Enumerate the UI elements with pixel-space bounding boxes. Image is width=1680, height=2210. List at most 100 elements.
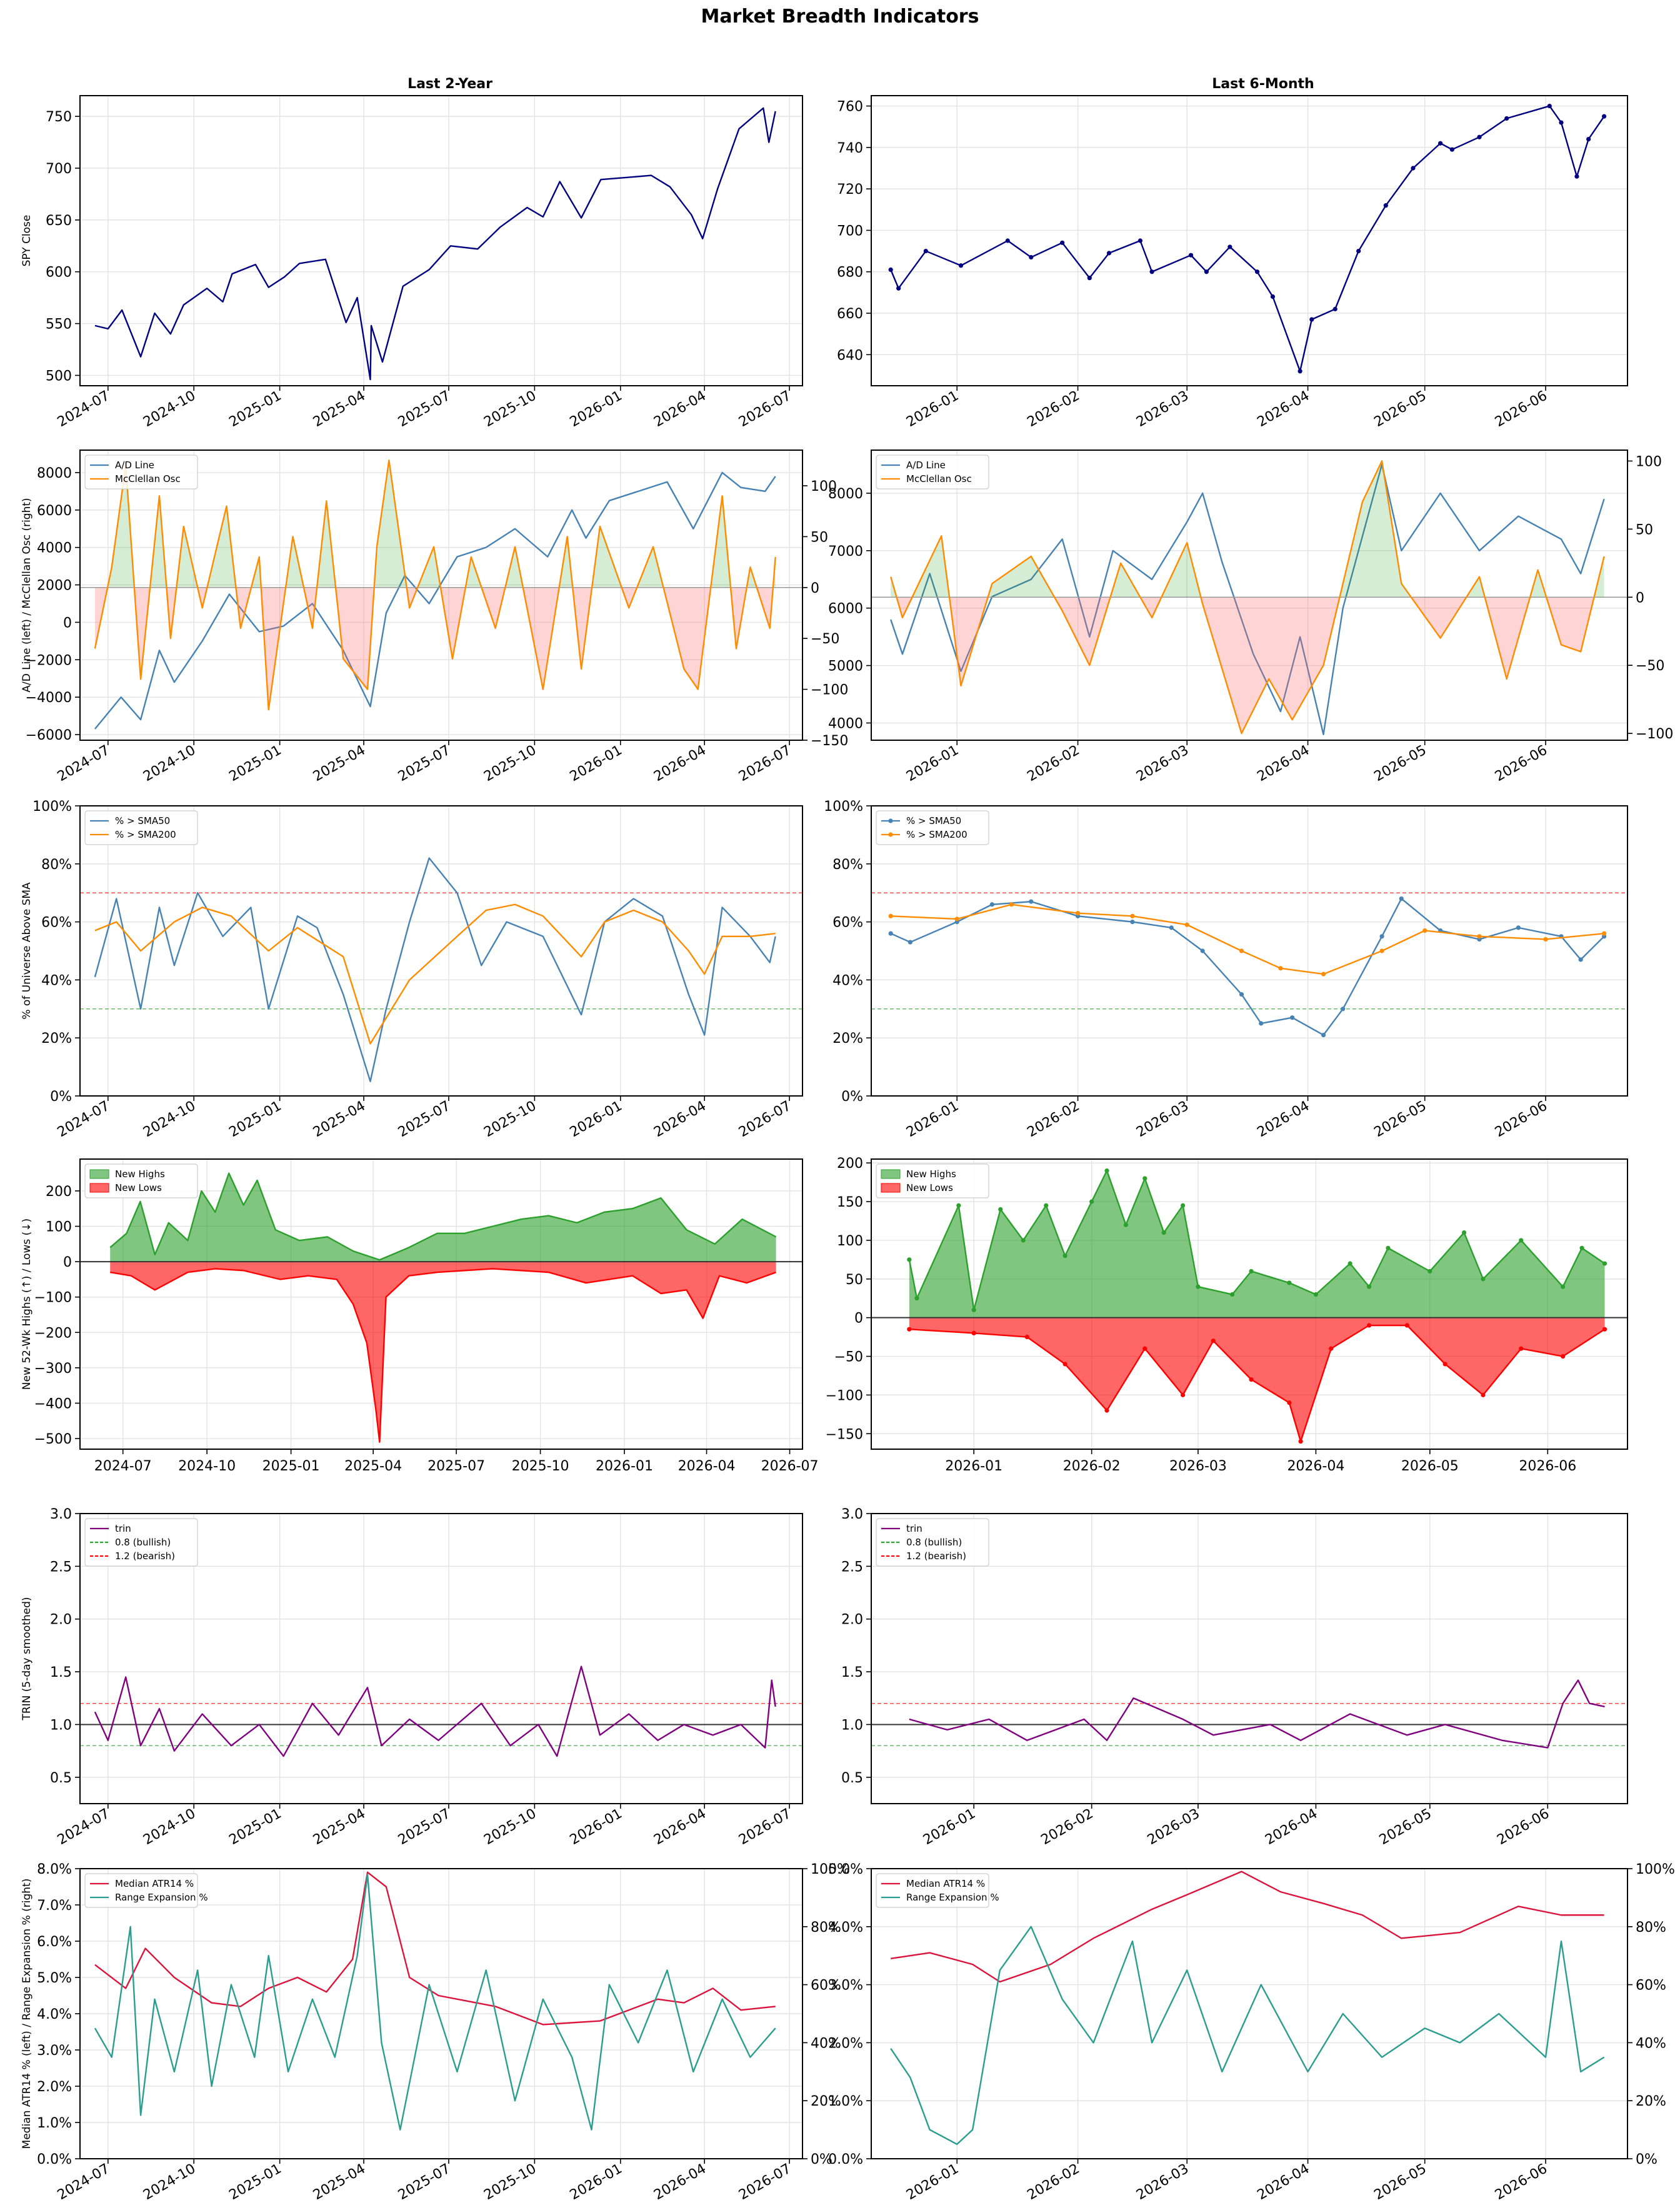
point-spy (1254, 269, 1260, 274)
point-sma50 (1379, 934, 1384, 939)
legend-entry: McClellan Osc (115, 473, 181, 485)
y2-tick-label: 0% (1636, 2152, 1658, 2167)
series-line-trin (909, 1679, 1605, 1749)
y-tick-label: 2.0 (50, 1612, 72, 1628)
point-spy (1438, 141, 1443, 146)
legend-entry: Range Expansion % (906, 1892, 999, 1903)
point-spy (1005, 238, 1010, 243)
y2-tick-label: 60% (1636, 1978, 1666, 1994)
point-sma50 (1290, 1015, 1295, 1020)
point-spy (1204, 269, 1209, 274)
y-tick-label: 1.0% (828, 2094, 863, 2109)
series-group (907, 1168, 1608, 1444)
y-axis-label: A/D Line (left) / McClellan Osc (right) (21, 498, 33, 692)
point-spy (1559, 120, 1564, 125)
series-line-sma50 (94, 857, 776, 1083)
y-tick-label: −6000 (26, 728, 72, 743)
point-spy (1383, 203, 1388, 208)
y2-tick-label: −50 (1636, 658, 1664, 674)
area-highs (110, 1173, 776, 1262)
y-tick-label: 0.5 (50, 1771, 72, 1786)
y-axis-label: % of Universe Above SMA (21, 882, 33, 1020)
point-sma200 (1184, 922, 1189, 927)
y2-tick-label: 20% (811, 2094, 841, 2109)
x-tick-label: 2026-05 (1401, 1459, 1459, 1474)
x-tick-label: 2026-06 (1519, 1459, 1576, 1474)
legend-box (876, 1163, 989, 1198)
point-sma200 (1278, 966, 1283, 971)
point-spy (1270, 294, 1276, 299)
point-highs (1602, 1261, 1608, 1266)
x-tick-label: 2026-03 (1169, 1459, 1227, 1474)
point-spy (1449, 147, 1454, 152)
point-lows (971, 1330, 976, 1335)
x-tick-label: 2025-10 (512, 1459, 569, 1474)
point-spy (896, 286, 901, 291)
legend-entry: % > SMA50 (906, 815, 961, 826)
y-tick-label: 8000 (37, 466, 72, 481)
series-group (109, 1172, 777, 1443)
point-highs (1386, 1245, 1391, 1250)
series-line-ad (890, 463, 1605, 736)
point-lows (1404, 1323, 1409, 1328)
x-tick-label: 2025-07 (428, 1459, 485, 1474)
point-sma200 (1543, 937, 1548, 942)
y-tick-label: 0 (63, 615, 72, 631)
y-tick-label: 100% (824, 799, 863, 815)
axes-frame (79, 1513, 803, 1804)
axes-frame (871, 450, 1628, 741)
point-lows (1561, 1354, 1566, 1359)
point-spy (1029, 254, 1034, 260)
y-tick-label: 100 (837, 1233, 863, 1249)
y-tick-label: 100% (32, 799, 72, 815)
legend-entry: 1.2 (bearish) (906, 1550, 966, 1562)
point-highs (1428, 1268, 1432, 1274)
series-line-atr (94, 1871, 776, 2026)
y-tick-label: 4.0% (828, 1920, 863, 1936)
series-group (94, 107, 776, 381)
point-highs (1481, 1277, 1486, 1282)
x-tick-label: 2026-04 (1287, 1459, 1344, 1474)
y-tick-label: 40% (832, 973, 863, 988)
series-group (94, 857, 776, 1083)
y2-tick-label: 100 (1636, 454, 1662, 470)
legend-box (84, 1518, 198, 1567)
legend-box (84, 1873, 198, 1908)
legend-marker (888, 818, 893, 823)
point-spy (1087, 276, 1092, 281)
series-line-mcc (94, 460, 776, 711)
point-lows (1142, 1346, 1148, 1351)
y-tick-label: 2.0 (841, 1612, 863, 1628)
fill-negative (94, 587, 773, 710)
point-lows (1287, 1400, 1292, 1405)
y-tick-label: 6.0% (37, 1934, 72, 1950)
point-lows (1180, 1392, 1186, 1397)
y-tick-label: 3.0 (50, 1507, 72, 1522)
legend-box (876, 810, 989, 845)
point-sma200 (888, 913, 893, 918)
point-sma50 (1239, 992, 1244, 997)
y-tick-label: 0.5 (841, 1771, 863, 1786)
y2-tick-label: 0% (811, 2152, 832, 2167)
y-tick-label: 1.5 (841, 1665, 863, 1680)
legend-entry: New Highs (115, 1168, 165, 1180)
figure-title: Market Breadth Indicators (701, 6, 979, 28)
point-sma50 (1399, 896, 1404, 902)
y-tick-label: 3.0% (37, 2043, 72, 2059)
y2-tick-label: 50 (811, 530, 828, 545)
y-tick-label: 4000 (37, 541, 72, 556)
legend-entry: % > SMA200 (115, 829, 176, 840)
x-tick-label: 2026-01 (596, 1459, 653, 1474)
axes-frame (79, 450, 803, 741)
point-sma200 (1477, 934, 1482, 939)
x-tick-label: 2024-07 (94, 1459, 152, 1474)
point-spy (1106, 251, 1112, 256)
point-sma200 (1009, 902, 1014, 907)
point-spy (1332, 306, 1338, 311)
point-lows (1104, 1408, 1109, 1413)
legend-entry: % > SMA200 (906, 829, 968, 840)
point-highs (1021, 1238, 1026, 1243)
y-tick-label: 3.0 (841, 1507, 863, 1522)
y-tick-label: 20% (41, 1031, 72, 1047)
